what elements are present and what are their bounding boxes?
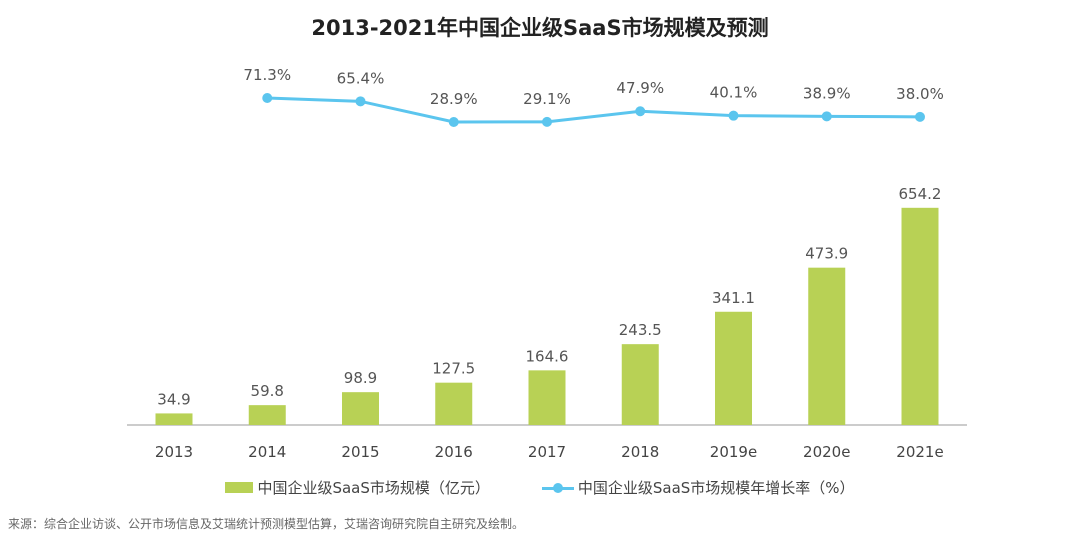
- bar-label: 164.6: [526, 347, 569, 365]
- bar: [435, 382, 473, 425]
- growth-label: 47.9%: [616, 79, 664, 97]
- bar-label: 98.9: [344, 369, 377, 387]
- growth-line: [267, 96, 921, 124]
- bar: [808, 267, 846, 425]
- bar: [715, 311, 752, 425]
- source-note: 来源：综合企业访谈、公开市场信息及艾瑞统计预测模型估算，艾瑞咨询研究院自主研究及…: [8, 517, 525, 531]
- bar-label: 34.9: [157, 390, 190, 408]
- growth-label: 65.4%: [337, 69, 385, 87]
- growth-label: 38.9%: [803, 84, 851, 102]
- x-tick-label: 2018: [621, 443, 659, 461]
- growth-point: [542, 116, 552, 127]
- growth-point: [448, 117, 459, 127]
- growth-point: [262, 93, 273, 104]
- legend: 中国企业级SaaS市场规模（亿元） 中国企业级SaaS市场规模年增长率（%）: [0, 477, 1080, 498]
- legend-item-line: 中国企业级SaaS市场规模年增长率（%）: [541, 477, 855, 498]
- x-tick-label: 2020e: [803, 443, 850, 461]
- chart: 34.9 2013 59.8 2014 98.9 2015 127.5 2016 164.6 20…: [127, 66, 967, 461]
- x-tick-label: 2021e: [896, 443, 943, 461]
- growth-label: 38.0%: [896, 85, 944, 103]
- legend-item-bar: 中国企业级SaaS市场规模（亿元）: [225, 477, 490, 498]
- growth-point: [635, 106, 646, 117]
- growth-point: [915, 111, 925, 122]
- bar: [342, 392, 379, 425]
- x-tick-label: 2015: [341, 443, 379, 461]
- growth-label: 29.1%: [523, 90, 571, 108]
- growth-point: [728, 110, 739, 121]
- x-tick-label: 2019e: [710, 443, 757, 461]
- legend-label-line: 中国企业级SaaS市场规模年增长率（%）: [577, 479, 855, 497]
- bar: [528, 370, 566, 425]
- bar: [155, 413, 193, 425]
- bar-label: 127.5: [432, 360, 475, 378]
- bar: [901, 207, 939, 425]
- bar: [621, 344, 659, 425]
- x-tick-label: 2013: [155, 443, 193, 461]
- legend-swatch-line: [541, 482, 574, 494]
- bar-label: 243.5: [619, 321, 662, 339]
- bar-label: 654.2: [899, 185, 942, 203]
- growth-label: 71.3%: [243, 66, 291, 84]
- legend-label-bar: 中国企业级SaaS市场规模（亿元）: [257, 479, 490, 497]
- growth-label: 40.1%: [710, 84, 758, 102]
- bar-label: 59.8: [251, 382, 284, 400]
- bar-label: 341.1: [712, 289, 755, 307]
- x-tick-label: 2014: [248, 443, 286, 461]
- growth-label: 28.9%: [430, 90, 478, 108]
- legend-swatch-bar: [225, 482, 254, 493]
- growth-point: [355, 96, 366, 107]
- x-tick-label: 2016: [435, 443, 473, 461]
- chart-title: 2013-2021年中国企业级SaaS市场规模及预测: [311, 16, 769, 40]
- bar-label: 473.9: [805, 245, 848, 263]
- growth-point: [821, 111, 832, 122]
- x-tick-label: 2017: [528, 443, 566, 461]
- bar: [248, 405, 286, 425]
